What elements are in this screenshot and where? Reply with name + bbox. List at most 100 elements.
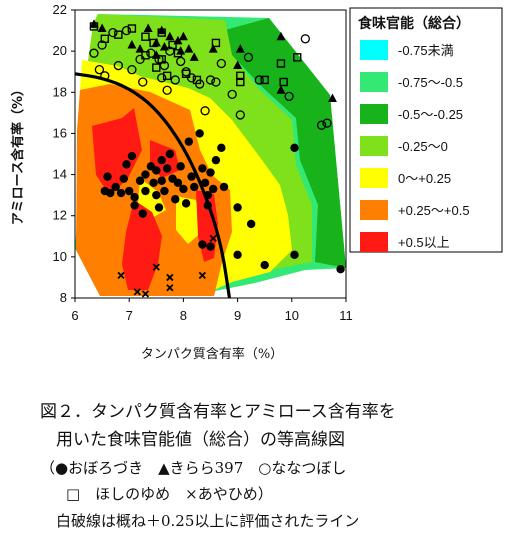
point-nanatsuboshi — [127, 65, 137, 75]
point-hoshinoyume — [141, 51, 150, 60]
point-ayahime — [133, 288, 141, 296]
point-oborozuki — [141, 186, 150, 196]
point-nanatsuboshi — [113, 60, 124, 71]
figure-caption-markers-cont: □ ほしのゆめ ×あやひめ） — [66, 485, 273, 503]
legend-label: +0.5以上 — [398, 235, 450, 250]
point-nanatsuboshi — [243, 52, 254, 62]
x-tick-label: 6 — [71, 308, 78, 323]
point-kirara397 — [135, 44, 145, 53]
point-nanatsuboshi — [227, 89, 237, 99]
point-oborozuki — [141, 170, 150, 179]
point-oborozuki — [217, 143, 226, 153]
point-hoshinoyume — [211, 38, 221, 48]
point-oborozuki — [119, 174, 128, 183]
x-axis-label: タンパク質含有率（%） — [141, 346, 283, 362]
point-ayahime — [166, 284, 174, 292]
y-tick-label: 20 — [53, 43, 67, 58]
point-kirara397 — [143, 23, 153, 33]
point-oborozuki — [336, 265, 345, 274]
point-oborozuki — [111, 182, 120, 192]
point-hoshinoyume — [173, 49, 183, 58]
contour-red-2 — [122, 200, 162, 290]
point-ayahime — [152, 263, 160, 271]
point-oborozuki — [198, 240, 207, 249]
point-oborozuki — [203, 201, 212, 210]
point-nanatsuboshi — [200, 106, 210, 116]
y-tick-label: 18 — [53, 84, 67, 99]
point-oborozuki — [103, 172, 112, 181]
point-kirara397 — [235, 44, 245, 53]
point-hoshinoyume — [152, 63, 161, 72]
point-nanatsuboshi — [211, 77, 221, 87]
point-hoshinoyume — [293, 53, 302, 62]
legend: 食味官能（総合） -0.75未満 -0.75～-0.5 -0.5～-0.25 -0.2… — [349, 7, 503, 253]
point-hoshinoyume — [114, 30, 123, 39]
point-oborozuki — [125, 186, 134, 196]
point-hoshinoyume — [149, 38, 158, 48]
contour-chart: 6 7 8 9 10 11 8 10 12 14 16 18 20 22 タンパク質含有率（%） アミロ… — [10, 2, 503, 362]
figure-caption-title-cont: 用いた食味官能値（総合）の等高線図 — [56, 430, 345, 450]
legend-swatch — [360, 40, 388, 60]
point-hoshinoyume — [236, 71, 245, 81]
point-kirara397 — [233, 60, 243, 70]
point-kirara397 — [127, 39, 137, 49]
legend-swatch — [360, 200, 388, 220]
figure-caption-markers: （●おぼろづき ▲きらら397 ○ななつぼし — [40, 459, 347, 477]
x-tick-label: 10 — [285, 308, 299, 323]
point-nanatsuboshi — [108, 27, 118, 38]
plot-frame — [74, 9, 347, 299]
point-hoshinoyume — [89, 22, 99, 31]
point-oborozuki — [106, 188, 115, 198]
point-kirara397 — [97, 23, 107, 33]
point-nanatsuboshi — [316, 120, 327, 130]
legend-label: -0.75～-0.5 — [398, 75, 463, 90]
point-nanatsuboshi — [138, 77, 148, 87]
point-oborozuki — [184, 137, 194, 146]
point-oborozuki — [130, 193, 139, 202]
point-kirara397 — [178, 31, 188, 41]
point-oborozuki — [195, 129, 204, 138]
point-hoshinoyume — [279, 77, 288, 87]
point-oborozuki — [173, 178, 183, 187]
x-axis-ticks: 6 7 8 9 10 11 — [71, 298, 353, 323]
point-oborozuki — [260, 260, 269, 270]
point-nanatsuboshi — [300, 34, 311, 44]
legend-swatch — [360, 104, 388, 124]
legend-label: +0.25～+0.5 — [398, 203, 470, 218]
point-nanatsuboshi — [146, 48, 156, 58]
point-oborozuki — [122, 160, 131, 169]
point-oborozuki — [290, 250, 299, 259]
point-oborozuki — [162, 164, 172, 173]
point-oborozuki — [233, 203, 242, 212]
point-oborozuki — [157, 176, 166, 185]
point-oborozuki — [290, 143, 299, 153]
y-tick-label: 10 — [53, 249, 67, 264]
point-nanatsuboshi — [216, 58, 226, 69]
point-oborozuki — [190, 182, 199, 192]
point-nanatsuboshi — [284, 91, 294, 102]
legend-label: -0.5～-0.25 — [398, 107, 463, 122]
point-hoshinoyume — [260, 75, 269, 85]
legend-swatch — [360, 232, 388, 252]
point-ayahime — [209, 234, 217, 242]
point-nanatsuboshi — [254, 75, 264, 85]
boundary-curve — [74, 72, 232, 299]
figure-caption-note: 白破線は概ね＋0.25以上に評価されたライン — [56, 512, 360, 530]
point-oborozuki — [176, 162, 185, 171]
legend-title: 食味官能（総合） — [358, 15, 470, 32]
point-ayahime — [198, 271, 207, 280]
point-oborozuki — [209, 184, 218, 194]
point-nanatsuboshi — [235, 110, 245, 120]
point-oborozuki — [138, 209, 147, 218]
point-oborozuki — [206, 168, 215, 177]
y-axis-label: アミロース含有率（%） — [10, 83, 26, 225]
point-oborozuki — [160, 186, 169, 196]
point-hoshinoyume — [162, 71, 172, 81]
point-nanatsuboshi — [162, 85, 172, 95]
legend-label: -0.25～0 — [398, 139, 448, 154]
point-oborozuki — [165, 149, 175, 159]
point-nanatsuboshi — [100, 71, 110, 81]
point-nanatsuboshi — [89, 48, 99, 58]
legend-swatch — [360, 136, 388, 156]
point-kirara397 — [189, 52, 199, 61]
